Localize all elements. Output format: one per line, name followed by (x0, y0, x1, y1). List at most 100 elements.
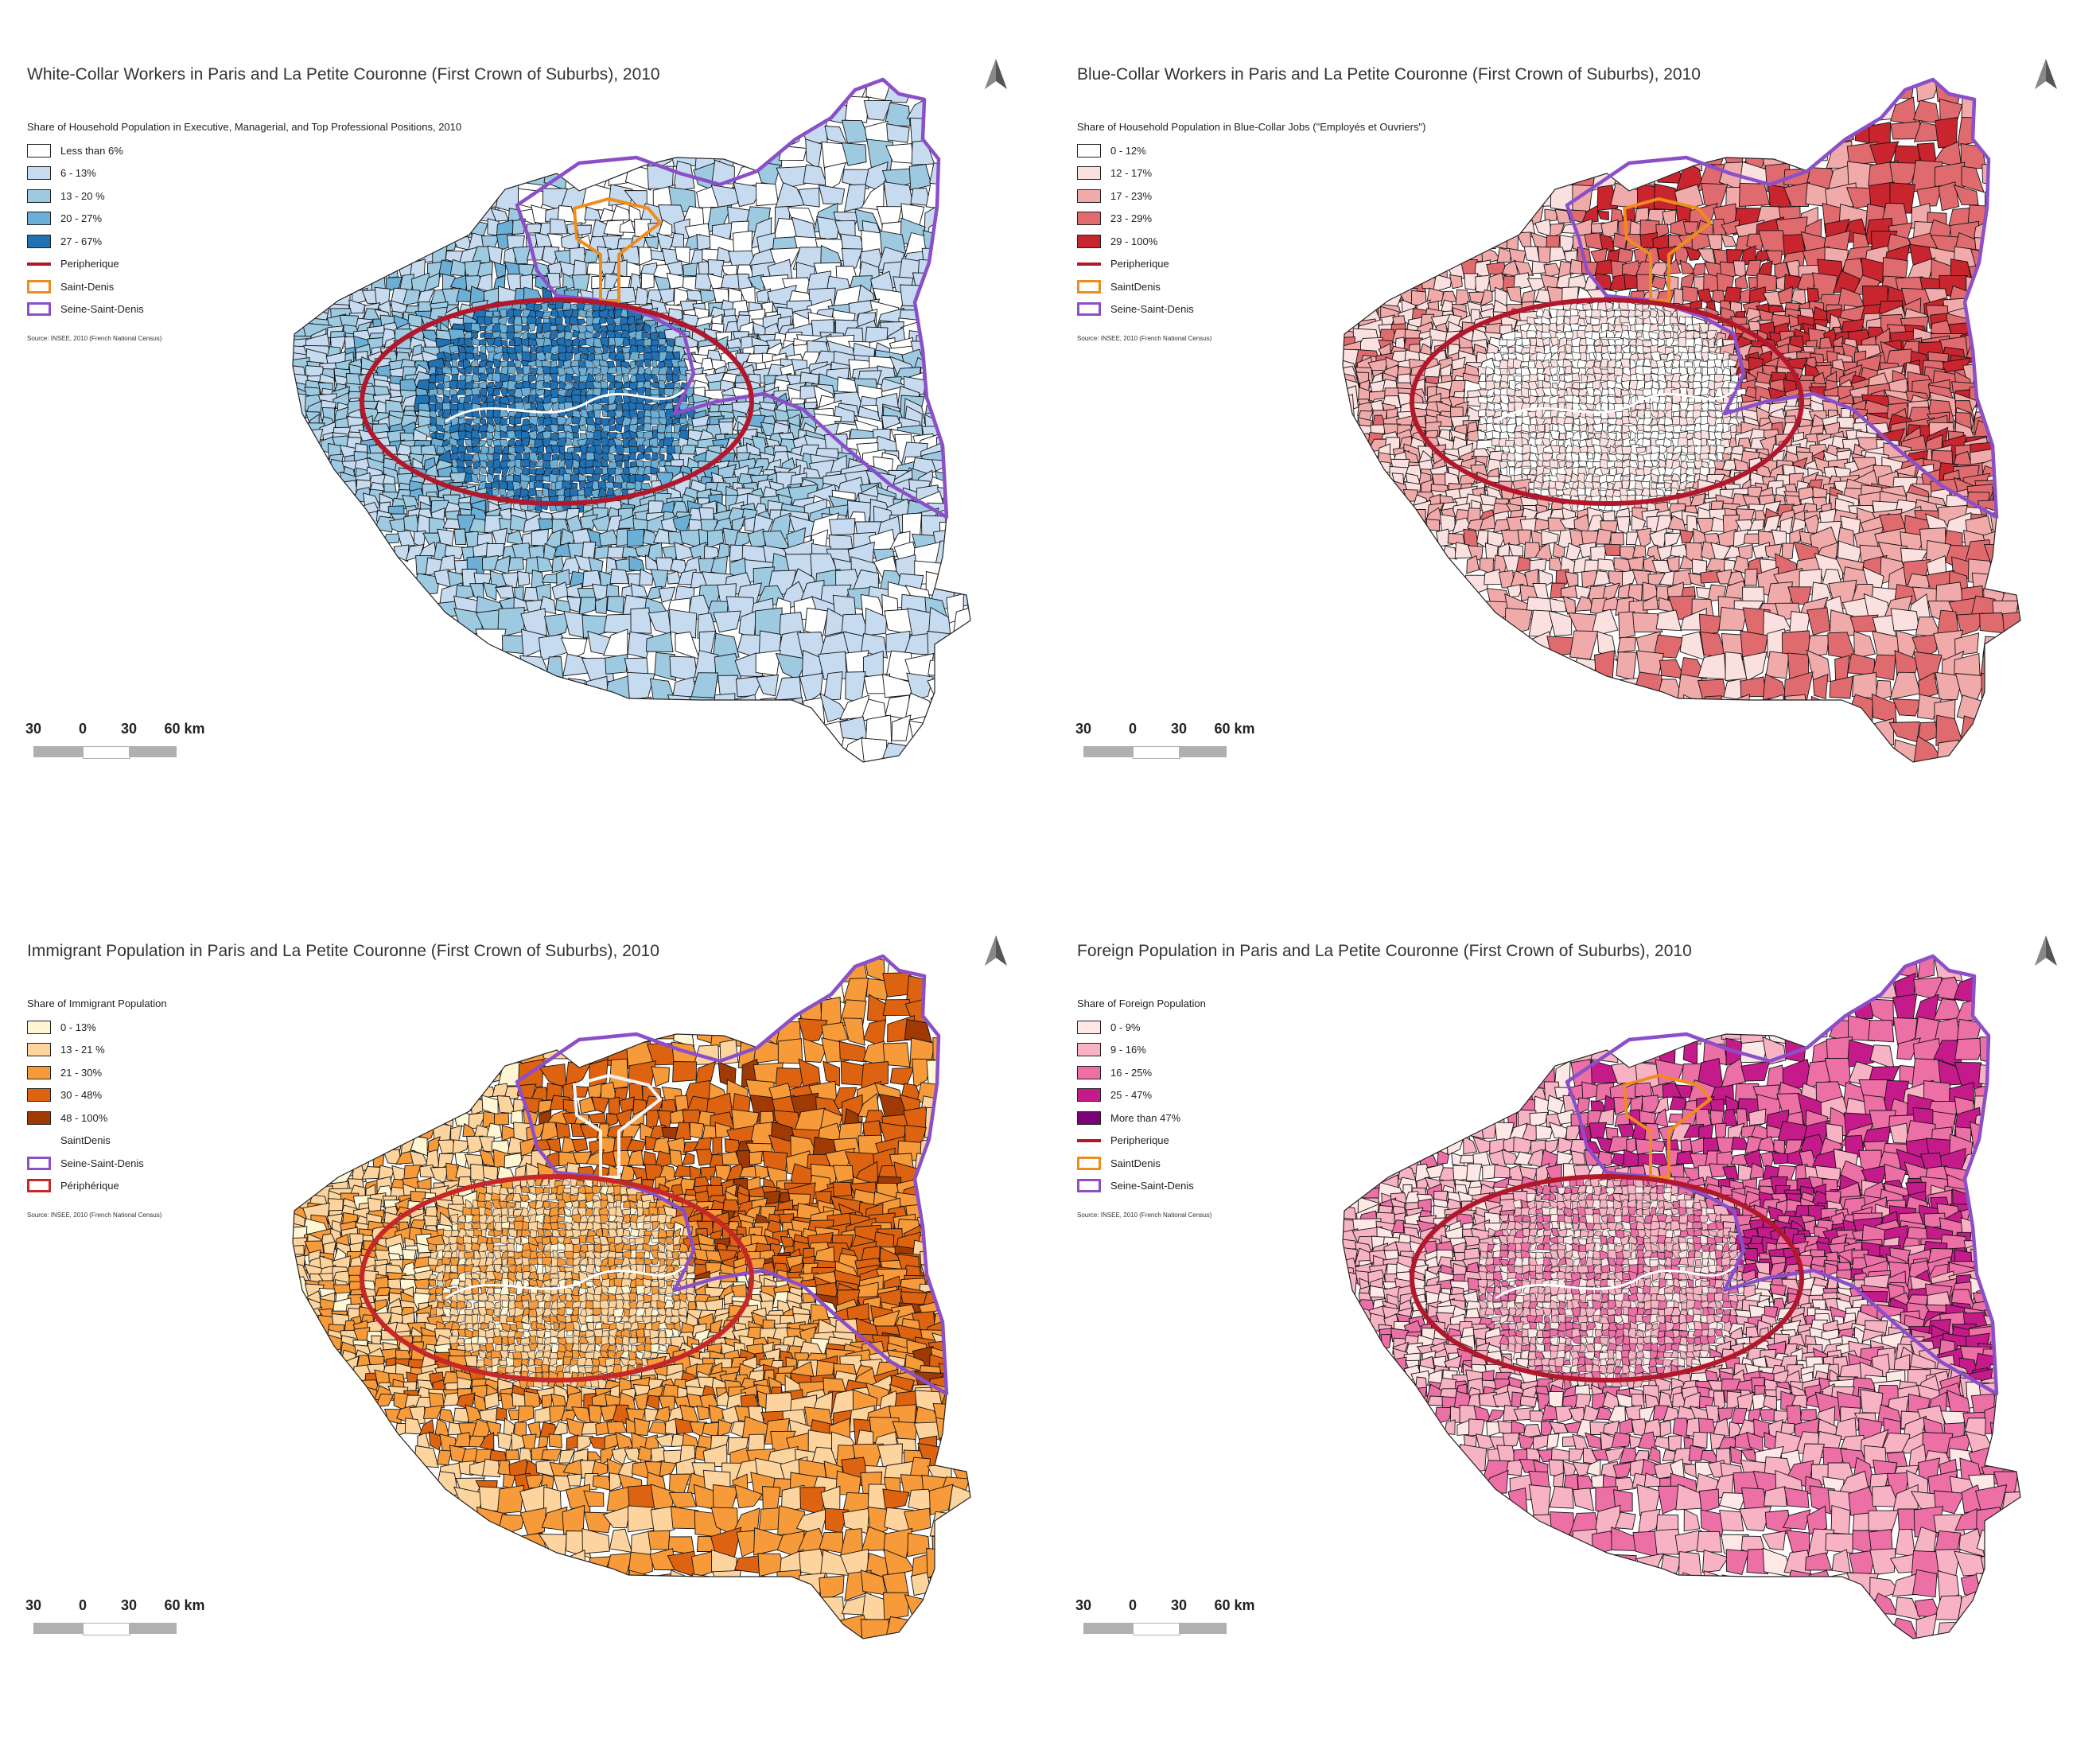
tract (508, 315, 515, 325)
tract (1847, 653, 1876, 676)
tract (568, 678, 586, 699)
tract (1651, 275, 1667, 290)
tract (554, 316, 563, 325)
legend-item: Peripherique (27, 253, 461, 276)
tract (624, 352, 631, 360)
tract (756, 674, 779, 697)
scale-segment (129, 746, 177, 757)
tract (1630, 394, 1636, 404)
tract (630, 583, 648, 597)
tract (564, 352, 574, 363)
tract (572, 329, 580, 338)
tract (464, 460, 473, 468)
tract (496, 181, 519, 214)
tract (1592, 379, 1601, 391)
tract (450, 1125, 463, 1142)
tract (491, 488, 500, 496)
tract (345, 259, 378, 284)
tract (535, 380, 544, 391)
tract (1744, 698, 1771, 721)
tract (582, 303, 593, 313)
legend-item: Saint-Denis (27, 275, 461, 298)
tract (1542, 336, 1550, 346)
tract (1721, 233, 1737, 247)
tract (608, 1096, 620, 1116)
scale-label: 60 km (164, 721, 205, 737)
tract (549, 458, 558, 469)
tract (1521, 337, 1531, 347)
tract (634, 325, 644, 333)
tract (756, 182, 780, 207)
tract (1491, 394, 1502, 404)
tract (1982, 636, 2008, 658)
tract (628, 696, 653, 718)
tract (464, 366, 473, 375)
tract (492, 322, 501, 333)
tract (1625, 531, 1639, 546)
tract (911, 140, 935, 165)
tract (673, 1014, 694, 1048)
legend-item: Seine-Saint-Denis (27, 298, 461, 321)
tract (464, 322, 473, 333)
tract (1606, 329, 1616, 339)
legend-item: 27 - 67% (27, 230, 461, 253)
tract (520, 303, 528, 312)
tract (884, 102, 911, 126)
tract (774, 697, 803, 725)
tract (1663, 482, 1671, 491)
census-tracts (293, 80, 970, 762)
tract (675, 247, 690, 265)
tract (1697, 695, 1725, 725)
tract (508, 352, 519, 362)
tract (1578, 344, 1588, 354)
tract (533, 303, 542, 312)
tract (618, 287, 636, 305)
map-panel-immigrant: Immigrant Population in Paris and La Pet… (0, 877, 1050, 1753)
tract (1643, 358, 1652, 367)
tract (1554, 165, 1575, 188)
tract (651, 403, 659, 410)
tract (889, 1067, 915, 1086)
tract (549, 473, 558, 484)
tract (1577, 451, 1589, 462)
tract (643, 473, 651, 481)
tract (1621, 344, 1631, 355)
tract (543, 373, 551, 384)
tract (513, 324, 523, 333)
tract (563, 331, 574, 340)
tract (327, 272, 356, 296)
tract (1892, 698, 1923, 717)
tract (1613, 367, 1624, 377)
tract (519, 164, 546, 186)
legend-label: Peripherique (60, 258, 119, 270)
tract (627, 528, 645, 547)
tract (659, 446, 668, 453)
tract (498, 488, 507, 496)
tract (454, 1086, 480, 1106)
tract (818, 185, 846, 205)
tract (340, 480, 358, 498)
tract (1685, 338, 1695, 348)
tract (577, 318, 586, 325)
tract (1595, 528, 1612, 545)
tract (1507, 460, 1516, 468)
tract (798, 187, 820, 208)
tract (1694, 351, 1702, 360)
scale-label: 30 (120, 721, 138, 737)
tract (653, 275, 671, 291)
tract (636, 344, 646, 355)
tract (542, 452, 552, 461)
scale-label: 0 (78, 721, 88, 737)
tract (634, 286, 648, 305)
tract (557, 424, 565, 432)
tract (492, 310, 500, 317)
tract (600, 473, 609, 481)
tract (471, 346, 479, 355)
tract (2002, 610, 2020, 640)
tract (1600, 358, 1608, 368)
tract (651, 452, 659, 461)
tract (478, 372, 488, 382)
tract (500, 339, 508, 347)
legend-label: Saint-Denis (60, 280, 115, 293)
tract (485, 338, 496, 346)
